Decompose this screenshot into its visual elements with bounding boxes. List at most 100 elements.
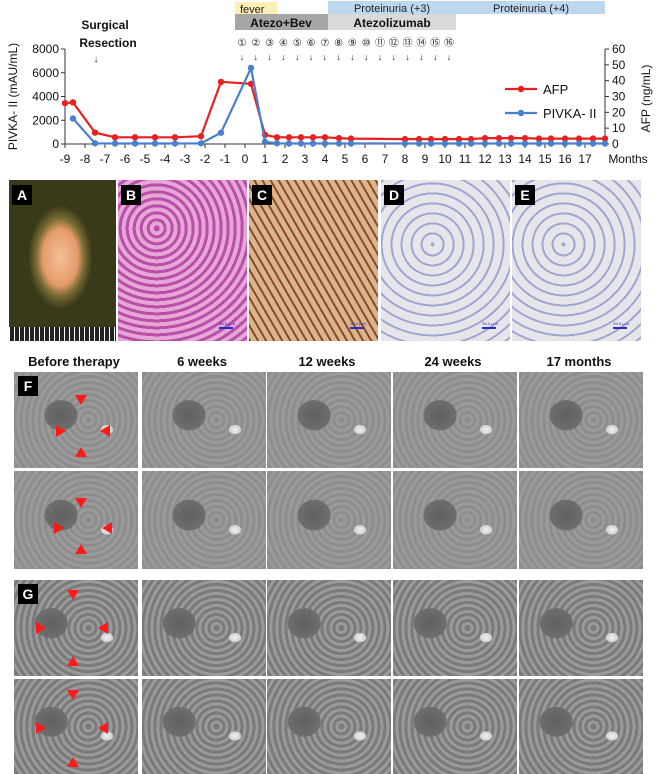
cycle-arrow: ↓ <box>281 52 286 62</box>
pivka-ii-point <box>455 140 463 147</box>
afp-point <box>91 129 99 136</box>
afp-point <box>521 134 529 142</box>
scale-bar-line <box>613 327 628 329</box>
proteinuria-3-box <box>328 1 457 14</box>
x-tick-label: 7 <box>382 152 389 166</box>
cycle-arrow: ↓ <box>309 52 314 62</box>
afp-point <box>495 134 503 142</box>
pivka-ii-point <box>441 140 449 147</box>
afp-point <box>535 135 543 142</box>
pivka-ii-point <box>151 140 159 147</box>
pivka-ii-point <box>69 115 77 122</box>
left-tick-label: 6000 <box>32 66 59 80</box>
treatment-cycles: ① ↓ ② ↓ ③ ↓ ④ ↓ ⑤ ↓ ⑥ ↓ ⑦ ↓ ⑧ ↓ ⑨ ↓ ⑩ ↓ ⑪ ↓ ⑫ ↓ ⑬ ↓ ⑭ ↓ ⑮ ↓ ⑯ ↓ <box>238 37 454 62</box>
red-arrowhead-icon <box>67 757 79 767</box>
x-axis-label: Months <box>608 152 647 166</box>
pivka-ii-point <box>335 140 343 147</box>
right-tick-label: 40 <box>612 74 626 88</box>
cycle-number: ④ <box>279 38 288 49</box>
ct-image <box>393 679 517 774</box>
pivka-ii-point <box>91 140 99 147</box>
cycle-number: ⑩ <box>362 38 371 49</box>
afp-point <box>131 134 139 141</box>
red-arrowhead-icon <box>75 447 87 457</box>
histology-panel-e: 50.0 μ m E <box>512 180 641 341</box>
red-arrowhead-icon <box>67 690 79 700</box>
histology-panel-d: 50.0 μ m D <box>381 180 510 341</box>
ct-image <box>267 679 391 774</box>
ct-image <box>14 471 138 569</box>
panel-label: E <box>515 185 535 205</box>
pivka-ii-point <box>535 140 543 147</box>
histology-panel-a: A <box>9 180 116 341</box>
histology-panel-b: 50.0 μ m B <box>118 180 247 341</box>
pivka-ii-point <box>297 140 305 147</box>
panel-label: G <box>18 584 38 604</box>
red-arrowhead-icon <box>75 498 87 508</box>
cycle-number: ⑬ <box>403 37 413 49</box>
panel-label: A <box>12 185 32 205</box>
atezo-bev-label: Atezo+Bev <box>250 16 312 30</box>
right-tick-label: 20 <box>612 105 626 119</box>
afp-point <box>171 134 179 141</box>
ct-column-header: 12 weeks <box>298 354 356 369</box>
pivka-ii-point <box>261 138 269 146</box>
cycle-number: ⑯ <box>444 37 454 49</box>
afp-legend-marker <box>517 85 525 93</box>
cycle-number: ⑦ <box>320 38 329 49</box>
pivka-ii-point <box>131 140 139 147</box>
afp-point <box>273 134 281 141</box>
scale-bar-line <box>350 327 365 329</box>
x-tick-label: -3 <box>180 152 191 166</box>
cycle-number: ① <box>238 38 247 49</box>
scale-bar: 50.0 μ m <box>613 321 629 329</box>
afp-point <box>547 135 555 142</box>
cycle-arrow: ↓ <box>405 52 410 62</box>
scale-bar-label: 50.0 μ m <box>219 321 235 326</box>
cycle-number: ⑤ <box>293 38 302 49</box>
ct-column-header: 17 months <box>546 354 612 369</box>
surgical-resection-label-1: Surgical <box>81 18 128 32</box>
pivka-ii-point <box>521 140 529 147</box>
atezolizumab-box <box>328 14 456 30</box>
pivka-ii-point <box>547 140 555 147</box>
pivka-ii-point <box>601 140 609 147</box>
cycle-number: ⑭ <box>416 37 426 49</box>
cycle-arrow: ↓ <box>323 52 328 62</box>
left-tick-label: 4000 <box>32 90 59 104</box>
afp-point <box>415 135 423 143</box>
red-arrowhead-icon <box>75 395 87 405</box>
x-tick-label: 5 <box>342 152 349 166</box>
afp-point <box>575 135 583 142</box>
afp-point <box>217 78 225 86</box>
left-tick-label: 8000 <box>32 42 59 56</box>
ct-image <box>519 372 643 468</box>
x-tick-label: 13 <box>498 152 512 166</box>
pivka-ii-point <box>589 140 597 147</box>
pivka-ii-point <box>217 129 225 136</box>
pivka-ii-point <box>495 140 503 147</box>
ct-image <box>519 580 643 676</box>
scale-bar-label: 50.0 μ m <box>482 321 498 326</box>
afp-point <box>151 134 159 141</box>
red-arrowhead-icon <box>67 590 79 600</box>
fever-box <box>235 2 277 15</box>
pivka-ii-point <box>111 140 119 147</box>
x-tick-label: 1 <box>262 152 269 166</box>
ct-image <box>267 372 391 468</box>
cycle-arrow: ↓ <box>336 52 341 62</box>
ct-image <box>393 372 517 468</box>
ruler <box>9 327 116 341</box>
x-tick-label: 3 <box>302 152 309 166</box>
cycle-number: ⑪ <box>375 37 385 49</box>
afp-point <box>401 135 409 143</box>
ct-column-header: Before therapy <box>28 354 120 369</box>
lab-chart: fever Atezo+Bev Atezolizumab Proteinuria… <box>6 1 653 166</box>
pivka-ii-point <box>561 140 569 147</box>
histology-panel-c: 50.0 μ m C <box>249 180 378 341</box>
pivka-ii-point <box>467 140 475 147</box>
x-tick-label: -8 <box>80 152 91 166</box>
cycle-number: ⑮ <box>430 37 440 49</box>
pivka-ii-point <box>197 140 205 147</box>
